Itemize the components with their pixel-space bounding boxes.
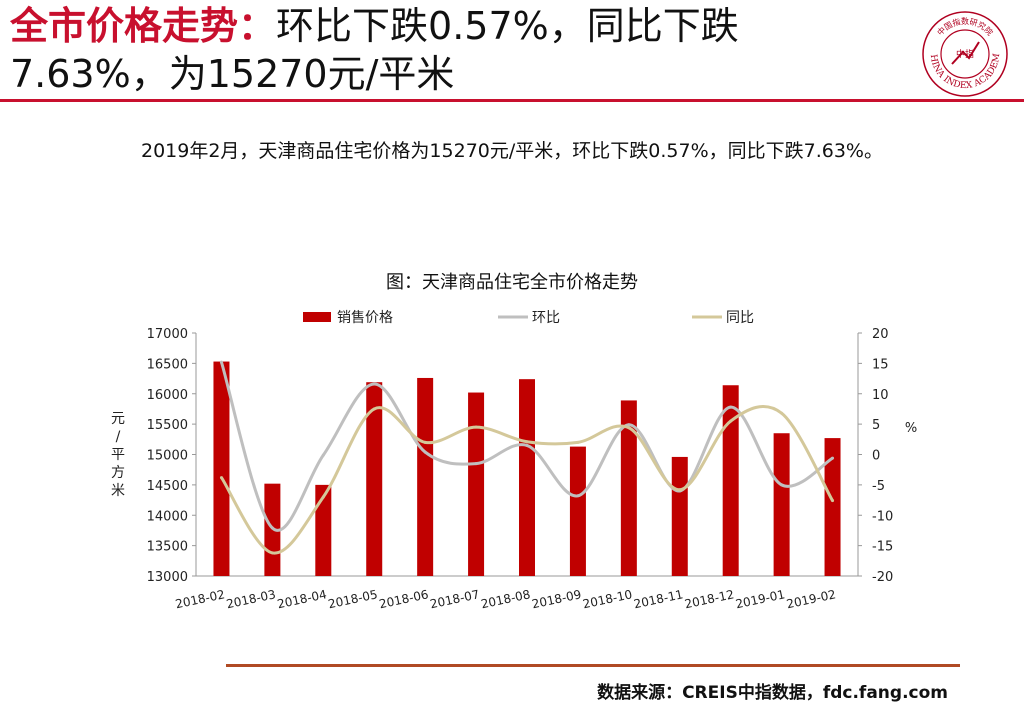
bar-2018-12 bbox=[722, 385, 739, 576]
bar-2018-05 bbox=[366, 382, 383, 576]
x-tick-label-2018-11: 2018-11 bbox=[632, 587, 684, 611]
right-tick-label: 10 bbox=[872, 388, 889, 403]
left-tick-label: 15500 bbox=[147, 418, 188, 433]
left-tick-label: 16500 bbox=[147, 357, 188, 372]
left-tick-label: 15000 bbox=[147, 449, 188, 464]
yoy-line-point-2018-03 bbox=[270, 551, 274, 555]
left-tick-label: 13000 bbox=[147, 570, 188, 585]
yoy-line-point-2018-09 bbox=[576, 440, 580, 444]
x-tick-label-2018-12: 2018-12 bbox=[683, 587, 735, 611]
right-tick-label: 15 bbox=[872, 357, 889, 372]
x-tick-label-2018-08: 2018-08 bbox=[480, 587, 532, 611]
y-axis-label: 元/平方米 bbox=[111, 411, 125, 499]
mom-line-point-2018-10 bbox=[627, 423, 631, 427]
yoy-line-point-2018-11 bbox=[678, 488, 682, 492]
right-tick-label: 5 bbox=[872, 418, 880, 433]
china-index-academy-logo: CHINA INDEX ACADEMY 中国指数研究院 中指 bbox=[921, 10, 1008, 97]
x-tick-label-2018-04: 2018-04 bbox=[276, 587, 328, 611]
bar-2018-07 bbox=[468, 392, 485, 576]
bar-2018-09 bbox=[569, 446, 586, 576]
yoy-line-point-2018-10 bbox=[627, 426, 631, 430]
right-tick-label: -5 bbox=[872, 479, 885, 494]
bar-2018-02 bbox=[213, 361, 230, 576]
mom-line-point-2018-03 bbox=[270, 526, 274, 530]
yoy-line-point-2018-04 bbox=[321, 495, 325, 499]
mom-line-point-2018-09 bbox=[576, 494, 580, 498]
y2-axis-label: % bbox=[905, 421, 917, 436]
yoy-line-point-2018-06 bbox=[423, 440, 427, 444]
bar-2018-11 bbox=[671, 456, 688, 576]
legend-label-销售价格: 销售价格 bbox=[337, 310, 393, 326]
yoy-line-point-2018-05 bbox=[372, 407, 376, 411]
logo-center-text: 中指 bbox=[956, 48, 974, 60]
yoy-line-point-2019-01 bbox=[780, 411, 784, 415]
x-tick-label-2018-05: 2018-05 bbox=[327, 587, 379, 611]
left-tick-label: 16000 bbox=[147, 388, 188, 403]
mom-line-point-2018-12 bbox=[729, 405, 733, 409]
left-tick-label: 14000 bbox=[147, 509, 188, 524]
title-rest: 环比下跌0.57%，同比下跌7.63%，为15270元/平米 bbox=[10, 4, 739, 96]
x-tick-label-2018-03: 2018-03 bbox=[225, 587, 277, 611]
yoy-line-point-2018-08 bbox=[525, 440, 529, 444]
left-tick-label: 13500 bbox=[147, 540, 188, 555]
bar-2018-08 bbox=[519, 379, 535, 576]
left-tick-label: 14500 bbox=[147, 479, 188, 494]
right-tick-label: -20 bbox=[872, 570, 893, 585]
bar-2018-06 bbox=[417, 377, 434, 576]
bar-2019-01 bbox=[773, 433, 790, 576]
x-tick-label-2019-02: 2019-02 bbox=[785, 587, 837, 611]
right-tick-label: -10 bbox=[872, 509, 893, 524]
title-highlight: 全市价格走势： bbox=[10, 4, 277, 48]
right-tick-label: 20 bbox=[872, 327, 889, 342]
mom-line-point-2018-06 bbox=[423, 450, 427, 454]
title-divider bbox=[0, 99, 1024, 102]
page-title: 全市价格走势：环比下跌0.57%，同比下跌7.63%，为15270元/平米 bbox=[10, 2, 890, 98]
data-source: 数据来源：CREIS中指数据，fdc.fang.com bbox=[597, 683, 948, 703]
summary-text: 2019年2月，天津商品住宅价格为15270元/平米，环比下跌0.57%，同比下… bbox=[140, 140, 883, 162]
yoy-line-point-2018-02 bbox=[219, 476, 223, 480]
left-tick-label: 17000 bbox=[147, 327, 188, 342]
x-tick-label-2018-07: 2018-07 bbox=[429, 587, 481, 611]
legend-label-环比: 环比 bbox=[532, 310, 560, 326]
bottom-divider bbox=[226, 664, 960, 667]
x-tick-label-2018-10: 2018-10 bbox=[582, 587, 634, 611]
mom-line-point-2018-04 bbox=[321, 453, 325, 457]
mom-line-point-2018-02 bbox=[219, 360, 223, 364]
mom-line-point-2018-05 bbox=[372, 382, 376, 386]
yoy-line-point-2018-07 bbox=[474, 425, 478, 429]
x-tick-label-2018-09: 2018-09 bbox=[531, 587, 583, 611]
yoy-line-point-2019-02 bbox=[831, 499, 835, 503]
chart-title: 图：天津商品住宅全市价格走势 bbox=[386, 272, 638, 293]
bar-2018-04 bbox=[315, 484, 332, 576]
legend-swatch-销售价格 bbox=[303, 312, 331, 322]
right-tick-label: 0 bbox=[872, 449, 880, 464]
mom-line-point-2018-07 bbox=[474, 462, 478, 466]
x-tick-label-2018-06: 2018-06 bbox=[378, 587, 430, 611]
bar-2018-10 bbox=[620, 400, 637, 576]
x-tick-label-2019-01: 2019-01 bbox=[734, 587, 786, 611]
legend-label-同比: 同比 bbox=[726, 310, 754, 326]
x-tick-label-2018-02: 2018-02 bbox=[174, 587, 226, 611]
right-tick-label: -15 bbox=[872, 540, 893, 555]
mom-line-point-2018-08 bbox=[525, 443, 529, 447]
mom-line-point-2019-01 bbox=[780, 483, 784, 487]
logo-top-text: 中国指数研究院 bbox=[935, 16, 995, 37]
mom-line-point-2019-02 bbox=[831, 456, 835, 460]
bar-2019-02 bbox=[824, 438, 841, 576]
yoy-line-point-2018-12 bbox=[729, 419, 733, 423]
